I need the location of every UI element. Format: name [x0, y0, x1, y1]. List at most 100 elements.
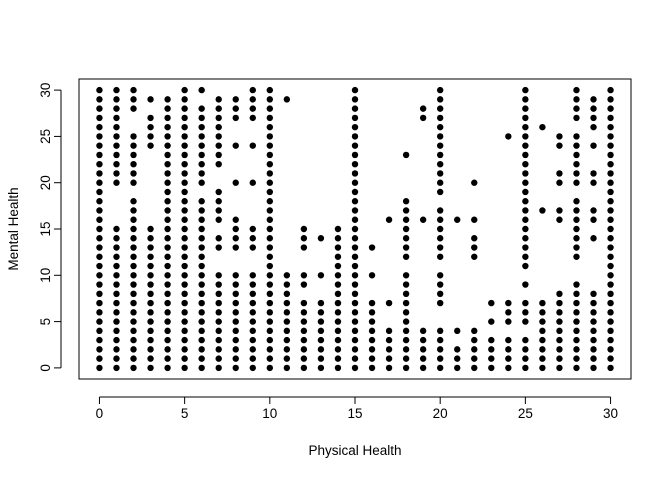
data-point: [181, 235, 188, 242]
data-point: [334, 355, 342, 362]
data-point: [283, 96, 291, 103]
data-point: [130, 318, 137, 325]
data-point: [181, 105, 188, 112]
data-point: [96, 253, 103, 260]
data-point: [385, 346, 393, 353]
data-point: [232, 299, 239, 307]
data-point: [351, 151, 359, 159]
data-point: [164, 253, 171, 260]
data-point: [351, 309, 359, 316]
x-tick-label: 15: [347, 406, 362, 421]
data-point: [368, 299, 376, 307]
data-point: [232, 309, 239, 316]
data-point: [590, 170, 597, 177]
data-point: [300, 309, 308, 316]
data-point: [147, 142, 154, 149]
data-point: [147, 336, 154, 344]
data-point: [351, 244, 359, 251]
data-point: [419, 216, 427, 223]
data-point: [539, 364, 546, 372]
data-point: [505, 309, 512, 316]
data-point: [198, 309, 205, 316]
data-point: [573, 346, 580, 353]
x-tick-label: 0: [96, 406, 104, 421]
data-point: [522, 309, 529, 316]
data-point: [522, 96, 529, 103]
data-point: [181, 86, 188, 94]
data-point: [164, 318, 171, 325]
data-point: [266, 216, 274, 223]
data-point: [317, 346, 325, 353]
data-point: [130, 262, 137, 270]
data-point: [96, 105, 103, 112]
x-axis-title: Physical Health: [308, 443, 401, 458]
data-point: [181, 96, 188, 103]
data-point: [573, 281, 580, 288]
data-point: [266, 86, 274, 94]
data-point: [573, 235, 580, 242]
data-point: [556, 327, 563, 335]
data-point: [573, 364, 580, 372]
x-tick-label: 30: [603, 406, 618, 421]
data-point: [351, 262, 359, 270]
data-point: [351, 123, 359, 131]
data-point: [351, 299, 359, 307]
data-point: [164, 299, 171, 307]
data-point: [402, 235, 410, 242]
data-point: [436, 355, 444, 362]
data-point: [266, 336, 274, 344]
data-point: [436, 253, 444, 260]
data-point: [607, 318, 614, 325]
data-point: [215, 123, 222, 131]
data-point: [96, 114, 103, 122]
data-point: [266, 151, 274, 159]
data-point: [539, 327, 546, 335]
data-point: [436, 281, 444, 288]
data-point: [607, 309, 614, 316]
data-point: [164, 105, 171, 112]
data-point: [607, 253, 614, 260]
data-point: [556, 142, 563, 149]
data-point: [96, 160, 103, 168]
data-point: [573, 216, 580, 223]
data-point: [607, 244, 614, 251]
data-point: [436, 151, 444, 159]
data-point: [130, 309, 137, 316]
data-point: [454, 355, 461, 362]
data-point: [283, 327, 291, 335]
data-point: [522, 142, 529, 149]
data-point: [266, 114, 274, 122]
data-point: [266, 170, 274, 177]
data-point: [147, 272, 154, 279]
data-point: [96, 262, 103, 270]
x-tick-label: 20: [433, 406, 448, 421]
data-point: [402, 346, 410, 353]
data-point: [113, 86, 120, 94]
data-point: [505, 355, 512, 362]
data-point: [113, 133, 120, 140]
data-point: [351, 281, 359, 288]
data-point: [198, 336, 205, 344]
data-point: [402, 207, 410, 214]
data-point: [419, 364, 427, 372]
data-point: [130, 327, 137, 335]
data-point: [522, 179, 529, 186]
data-point: [113, 160, 120, 168]
data-point: [590, 318, 597, 325]
data-point: [454, 327, 461, 335]
data-point: [164, 327, 171, 335]
data-point: [232, 225, 239, 233]
data-point: [215, 272, 222, 279]
data-point: [436, 272, 444, 279]
data-point: [96, 96, 103, 103]
data-point: [113, 309, 120, 316]
data-point: [607, 225, 614, 233]
data-points: [96, 86, 614, 372]
data-point: [283, 299, 291, 307]
data-point: [232, 142, 239, 149]
data-point: [402, 281, 410, 288]
data-point: [164, 281, 171, 288]
data-point: [113, 114, 120, 122]
data-point: [147, 299, 154, 307]
